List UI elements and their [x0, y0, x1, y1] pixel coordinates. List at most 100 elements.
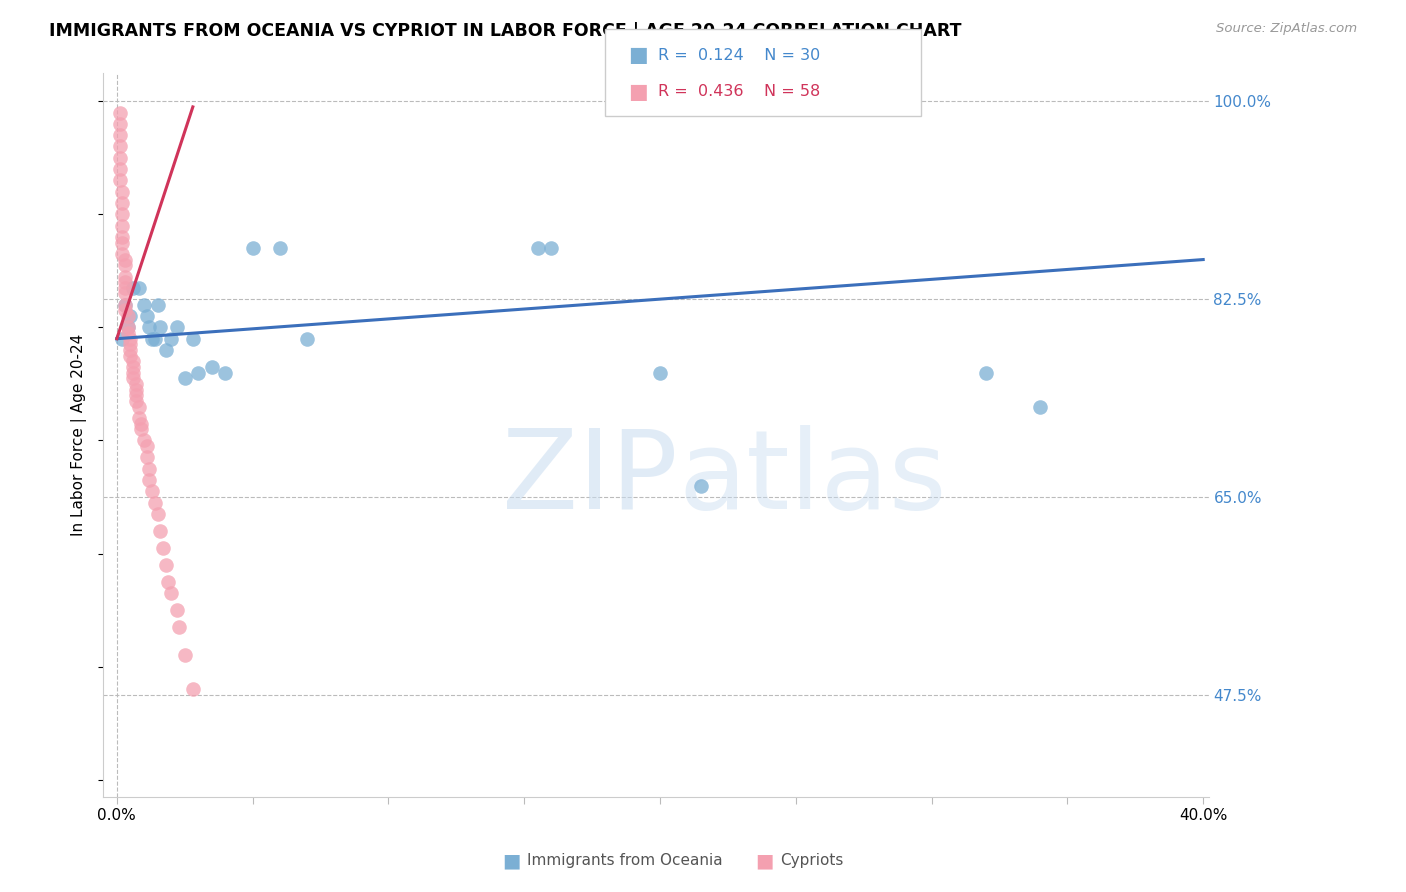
Point [108, 139, 131, 153]
Point [129, 417, 152, 431]
Text: ■: ■ [502, 851, 520, 871]
Point [166, 320, 188, 334]
Point [181, 332, 204, 346]
Text: IMMIGRANTS FROM OCEANIA VS CYPRIOT IN LABOR FORCE | AGE 20-24 CORRELATION CHART: IMMIGRANTS FROM OCEANIA VS CYPRIOT IN LA… [49, 22, 962, 40]
Point [128, 410, 150, 425]
Point [108, 128, 131, 143]
Text: Cypriots: Cypriots [780, 854, 844, 868]
Text: ZIP: ZIP [502, 425, 678, 532]
Point [122, 366, 145, 380]
Point [141, 484, 163, 499]
Point [111, 332, 134, 346]
Point [160, 586, 183, 600]
Text: ■: ■ [628, 82, 648, 102]
Point [108, 117, 131, 131]
Point [689, 479, 711, 493]
Point [111, 185, 134, 199]
Point [111, 219, 134, 233]
Point [526, 241, 548, 255]
Point [111, 230, 134, 244]
Point [125, 388, 148, 402]
Point [135, 450, 157, 465]
Point [1029, 400, 1052, 414]
Point [114, 303, 136, 318]
Point [155, 558, 177, 572]
Point [114, 298, 136, 312]
Point [187, 366, 209, 380]
Point [149, 524, 172, 538]
Point [111, 207, 134, 221]
Point [160, 332, 183, 346]
Point [138, 462, 160, 476]
Point [108, 162, 131, 177]
Point [111, 235, 134, 250]
Text: ■: ■ [628, 45, 648, 65]
Point [214, 366, 236, 380]
Point [167, 620, 190, 634]
Text: Source: ZipAtlas.com: Source: ZipAtlas.com [1216, 22, 1357, 36]
Point [132, 298, 155, 312]
Point [166, 603, 188, 617]
Text: atlas: atlas [678, 425, 946, 532]
Point [114, 258, 136, 272]
Point [181, 682, 204, 697]
Point [114, 269, 136, 284]
Point [108, 151, 131, 165]
Point [122, 354, 145, 368]
Point [114, 286, 136, 301]
Point [173, 371, 195, 385]
Point [125, 383, 148, 397]
Point [117, 309, 139, 323]
Point [129, 422, 152, 436]
Point [114, 281, 136, 295]
Y-axis label: In Labor Force | Age 20-24: In Labor Force | Age 20-24 [72, 334, 87, 536]
Point [120, 343, 142, 357]
Point [132, 434, 155, 448]
Point [111, 196, 134, 211]
Point [155, 343, 177, 357]
Point [138, 320, 160, 334]
Point [138, 473, 160, 487]
Point [117, 320, 139, 334]
Text: R =  0.124    N = 30: R = 0.124 N = 30 [658, 48, 820, 62]
Point [114, 275, 136, 289]
Point [125, 376, 148, 391]
Point [146, 298, 169, 312]
Point [128, 281, 150, 295]
Point [122, 281, 145, 295]
Point [143, 496, 166, 510]
Point [125, 393, 148, 408]
Point [117, 320, 139, 334]
Point [120, 309, 142, 323]
Point [173, 648, 195, 663]
Point [108, 173, 131, 187]
Point [143, 332, 166, 346]
Point [157, 574, 180, 589]
Point [108, 105, 131, 120]
Point [269, 241, 291, 255]
Point [974, 366, 997, 380]
Text: ■: ■ [755, 851, 773, 871]
Point [117, 326, 139, 340]
Point [120, 349, 142, 363]
Point [540, 241, 562, 255]
Point [122, 371, 145, 385]
Point [152, 541, 174, 555]
Point [120, 337, 142, 351]
Point [295, 332, 318, 346]
Point [114, 298, 136, 312]
Point [114, 252, 136, 267]
Point [242, 241, 264, 255]
Point [120, 332, 142, 346]
Point [201, 359, 224, 374]
Point [122, 359, 145, 374]
Point [648, 366, 671, 380]
Point [141, 332, 163, 346]
Point [146, 507, 169, 521]
Text: R =  0.436    N = 58: R = 0.436 N = 58 [658, 85, 820, 99]
Point [111, 247, 134, 261]
Point [128, 400, 150, 414]
Point [135, 309, 157, 323]
Point [135, 439, 157, 453]
Text: Immigrants from Oceania: Immigrants from Oceania [527, 854, 723, 868]
